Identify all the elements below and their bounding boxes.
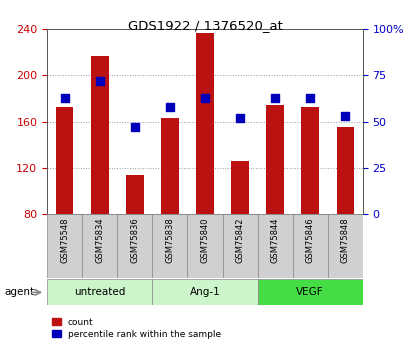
Bar bbox=[257, 214, 292, 278]
Text: GDS1922 / 1376520_at: GDS1922 / 1376520_at bbox=[127, 19, 282, 32]
Bar bbox=[231, 161, 248, 214]
Point bbox=[201, 95, 208, 100]
Text: GSM75548: GSM75548 bbox=[60, 217, 69, 263]
Text: GSM75840: GSM75840 bbox=[200, 217, 209, 263]
Text: untreated: untreated bbox=[74, 287, 125, 297]
Point bbox=[341, 113, 348, 119]
Text: GSM75846: GSM75846 bbox=[305, 217, 314, 263]
Bar bbox=[336, 127, 353, 214]
Bar bbox=[266, 106, 283, 214]
Bar bbox=[152, 214, 187, 278]
Bar bbox=[196, 33, 213, 214]
Point bbox=[131, 125, 138, 130]
Bar bbox=[327, 214, 362, 278]
Point bbox=[306, 95, 313, 100]
Bar bbox=[292, 214, 327, 278]
Point bbox=[96, 78, 103, 84]
Bar bbox=[257, 279, 362, 305]
Bar bbox=[117, 214, 152, 278]
Text: GSM75838: GSM75838 bbox=[165, 217, 174, 263]
Point bbox=[61, 95, 68, 100]
Text: VEGF: VEGF bbox=[296, 287, 323, 297]
Text: agent: agent bbox=[4, 287, 34, 297]
Bar bbox=[126, 175, 143, 214]
Bar bbox=[47, 279, 152, 305]
Bar bbox=[56, 107, 73, 214]
Bar bbox=[152, 279, 257, 305]
Bar bbox=[301, 107, 318, 214]
Legend: count, percentile rank within the sample: count, percentile rank within the sample bbox=[52, 318, 220, 339]
Bar bbox=[47, 214, 82, 278]
Bar bbox=[187, 214, 222, 278]
Point bbox=[166, 104, 173, 110]
Text: GSM75836: GSM75836 bbox=[130, 217, 139, 263]
Text: GSM75844: GSM75844 bbox=[270, 217, 279, 263]
Text: GSM75842: GSM75842 bbox=[235, 217, 244, 263]
Point bbox=[236, 115, 243, 121]
Text: Ang-1: Ang-1 bbox=[189, 287, 220, 297]
Bar bbox=[222, 214, 257, 278]
Point bbox=[271, 95, 278, 100]
Text: GSM75848: GSM75848 bbox=[340, 217, 349, 263]
Bar bbox=[82, 214, 117, 278]
Text: GSM75834: GSM75834 bbox=[95, 217, 104, 263]
Bar bbox=[91, 56, 108, 214]
Bar bbox=[161, 118, 178, 214]
